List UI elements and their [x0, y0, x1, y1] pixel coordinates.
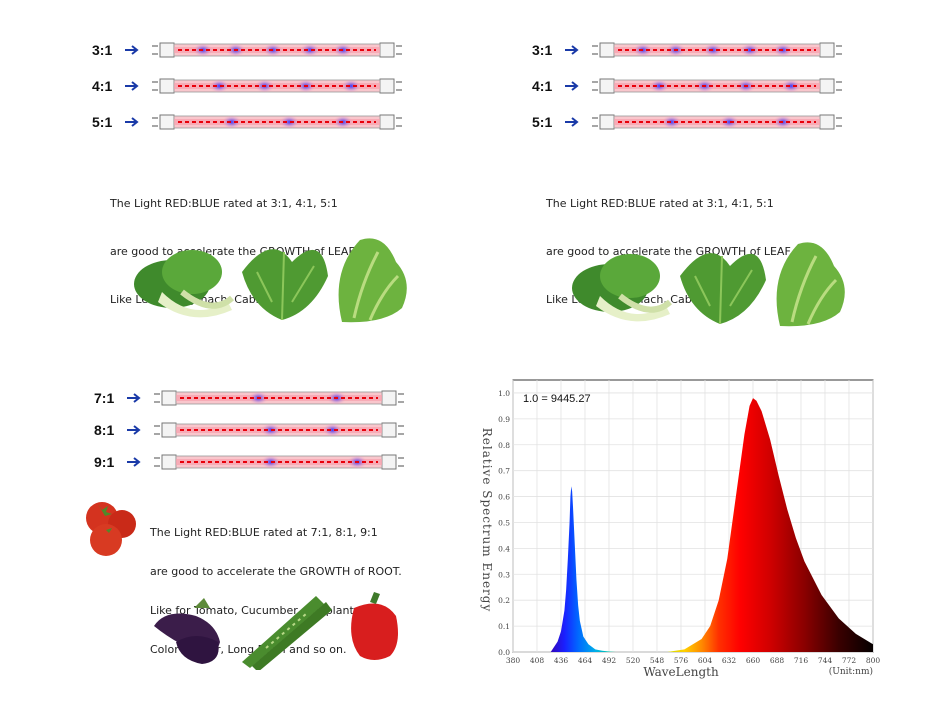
- ratio-label: 3:1: [92, 42, 113, 58]
- x-tick-label: 744: [818, 656, 833, 665]
- led-tube-icon: [154, 390, 404, 406]
- lettuce-icon: [338, 238, 407, 323]
- y-tick-label: 0.0: [498, 648, 510, 657]
- ratio-label: 3:1: [532, 42, 553, 58]
- y-tick-label: 0.9: [498, 415, 510, 424]
- ratio-label: 9:1: [94, 454, 115, 470]
- ratio-label: 7:1: [94, 390, 115, 406]
- description-line: The Light RED:BLUE rated at 3:1, 4:1, 5:…: [546, 197, 774, 210]
- arrow-right-icon: [565, 81, 579, 91]
- x-tick-label: 408: [530, 656, 545, 665]
- x-tick-labels: 380 408 436 464 492 520 548 576 604 632 660 688 716 7…: [506, 656, 881, 665]
- led-tube-icon: [592, 114, 842, 130]
- root-vegetables: [154, 592, 398, 670]
- arrow-right-icon: [125, 117, 139, 127]
- description-line: are good to accelerate the GROWTH of ROO…: [150, 565, 402, 578]
- chart-annotation: 1.0 = 9445.27: [523, 393, 591, 405]
- led-tube-icon: [152, 78, 402, 94]
- description-line: The Light RED:BLUE rated at 7:1, 8:1, 9:…: [150, 526, 378, 539]
- x-tick-label: 632: [722, 656, 737, 665]
- ratio-label: 4:1: [532, 78, 553, 94]
- y-tick-label: 0.5: [498, 518, 510, 527]
- bok-choy-icon: [134, 250, 235, 318]
- arrow-right-icon: [125, 81, 139, 91]
- eggplant-icon: [154, 598, 220, 664]
- y-axis-label: Relative Spectrum Energy: [480, 428, 494, 612]
- y-tick-label: 1.0: [498, 389, 510, 398]
- x-tick-label: 772: [842, 656, 857, 665]
- y-tick-labels: 0.0 0.1 0.2 0.3 0.4 0.5 0.6 0.7 0.8 0.9 1.0: [498, 389, 510, 657]
- arrow-right-icon: [127, 393, 141, 403]
- led-tube-icon: [592, 42, 842, 58]
- arrow-right-icon: [565, 45, 579, 55]
- arrow-right-icon: [125, 45, 139, 55]
- x-tick-label: 576: [674, 656, 689, 665]
- x-tick-label: 520: [626, 656, 641, 665]
- bok-choy-icon: [572, 254, 673, 322]
- led-tube-icon: [152, 42, 402, 58]
- x-tick-label: 604: [698, 656, 713, 665]
- x-axis-label: WaveLength: [643, 665, 719, 679]
- x-tick-label: 688: [770, 656, 785, 665]
- ratio-label: 5:1: [92, 114, 113, 130]
- led-tube-icon: [152, 114, 402, 130]
- x-tick-label: 800: [866, 656, 881, 665]
- panel-leaf-2: 3:1 4:1 5:1 The Light RED:BLUE rated at …: [532, 40, 862, 330]
- led-tube-icon: [592, 78, 842, 94]
- y-tick-label: 0.7: [498, 467, 510, 476]
- x-tick-label: 492: [602, 656, 617, 665]
- chart-series: [550, 398, 873, 652]
- x-tick-label: 660: [746, 656, 761, 665]
- y-tick-label: 0.2: [498, 596, 510, 605]
- tomato-icon: [86, 502, 136, 556]
- spinach-icon: [242, 249, 328, 321]
- ratio-label: 4:1: [92, 78, 113, 94]
- panel-root: 7:1 8:1 9:1 The Light RED:BLUE rated at …: [86, 388, 424, 678]
- y-tick-label: 0.6: [498, 493, 510, 502]
- leafy-vegetables: [134, 238, 407, 323]
- leafy-vegetables: [572, 242, 845, 327]
- y-tick-label: 0.4: [498, 544, 510, 553]
- x-tick-label: 716: [794, 656, 809, 665]
- spectrum-chart: 380 408 436 464 492 520 548 576 604 632 660 688 716 7…: [480, 379, 881, 679]
- x-tick-label: 464: [578, 656, 593, 665]
- ratio-label: 8:1: [94, 422, 115, 438]
- spinach-icon: [680, 253, 766, 325]
- y-tick-label: 0.8: [498, 441, 510, 450]
- panel-leaf-1: 3:1 4:1 5:1 The Light RED:BLUE rated at …: [92, 40, 422, 330]
- y-tick-label: 0.1: [498, 622, 510, 631]
- arrow-right-icon: [127, 425, 141, 435]
- x-tick-label: 548: [650, 656, 665, 665]
- led-tube-icon: [154, 454, 404, 470]
- x-tick-label: 436: [554, 656, 569, 665]
- unit-label: (Unit:nm): [829, 666, 873, 677]
- arrow-right-icon: [565, 117, 579, 127]
- lettuce-icon: [776, 242, 845, 327]
- y-tick-label: 0.3: [498, 570, 510, 579]
- x-tick-label: 380: [506, 656, 521, 665]
- cucumber-icon: [242, 596, 332, 670]
- red-pepper-icon: [351, 592, 398, 660]
- led-tube-icon: [154, 422, 404, 438]
- arrow-right-icon: [127, 457, 141, 467]
- ratio-label: 5:1: [532, 114, 553, 130]
- red-peak-area: [667, 398, 873, 652]
- description-line: The Light RED:BLUE rated at 3:1, 4:1, 5:…: [110, 197, 338, 210]
- blue-peak-area: [550, 486, 616, 652]
